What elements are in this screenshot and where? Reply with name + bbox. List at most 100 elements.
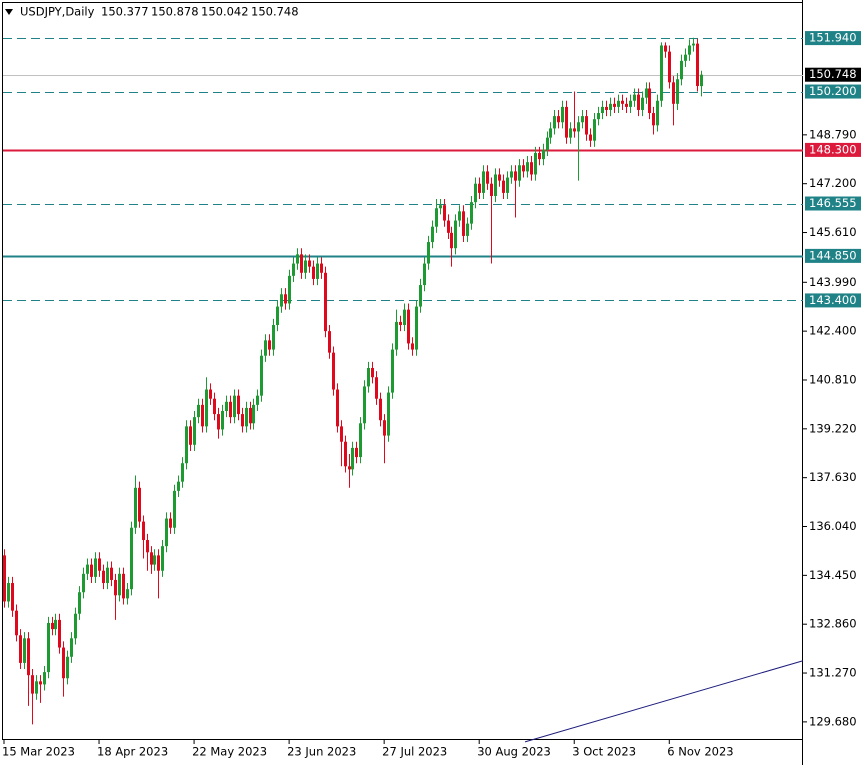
- candle-body: [94, 558, 97, 577]
- candle-body: [3, 555, 6, 602]
- candle-body: [205, 389, 208, 427]
- candle-body: [142, 521, 145, 541]
- x-tick-label: 23 Jun 2023: [287, 745, 356, 759]
- candle-body: [153, 555, 156, 565]
- candle-body: [126, 589, 129, 599]
- candle-body: [514, 171, 517, 181]
- candle-body: [118, 573, 121, 596]
- candle-body: [284, 294, 287, 304]
- candle-body: [328, 331, 331, 353]
- y-tick-label: 129.680: [809, 714, 857, 728]
- candle-body: [296, 254, 299, 264]
- y-tick-label: 134.450: [809, 568, 857, 582]
- candle-body: [106, 567, 109, 584]
- candle-body: [375, 377, 378, 399]
- candle-body: [35, 681, 38, 694]
- candle-body: [336, 389, 339, 427]
- candle-body: [272, 324, 275, 350]
- candle-body: [431, 226, 434, 243]
- candle-body: [39, 681, 42, 685]
- candle-body: [225, 401, 228, 412]
- candle-body: [395, 321, 398, 350]
- candle-body: [340, 426, 343, 442]
- candle-body: [593, 119, 596, 141]
- candle-body: [189, 426, 192, 445]
- candle-body: [458, 211, 461, 221]
- candle-body: [482, 171, 485, 193]
- candle-body: [538, 152, 541, 160]
- candle-body: [122, 573, 125, 599]
- candle-body: [506, 177, 509, 193]
- x-tick-label: 6 Nov 2023: [667, 745, 733, 759]
- y-tick-label: 140.810: [809, 372, 857, 386]
- candle-body: [177, 481, 180, 491]
- candle-body: [530, 162, 533, 175]
- candle-body: [66, 656, 69, 679]
- candle-body: [31, 675, 34, 694]
- candle-body: [264, 340, 267, 356]
- candle-body: [629, 100, 632, 107]
- candle-body: [54, 619, 57, 630]
- candle-body: [589, 134, 592, 141]
- price-label-box: [805, 67, 861, 82]
- candle-body: [415, 306, 418, 350]
- ohlc-close: 150.748: [251, 5, 299, 19]
- candle-body: [348, 466, 351, 470]
- candle-body: [474, 183, 477, 203]
- candle-body: [138, 487, 141, 522]
- candle-body: [252, 404, 255, 424]
- candle-body: [522, 165, 525, 172]
- candle-body: [201, 404, 204, 427]
- candle-body: [403, 309, 406, 325]
- candle-body: [597, 113, 600, 120]
- candle-body: [161, 546, 164, 571]
- candle-body: [478, 183, 481, 193]
- ohlc-low: 150.042: [201, 5, 249, 19]
- candle-body: [363, 386, 366, 424]
- candle-body: [165, 518, 168, 547]
- candle-body: [233, 395, 236, 418]
- candle-body: [660, 45, 663, 101]
- candle-body: [19, 635, 22, 663]
- level-label-box: [805, 196, 861, 211]
- x-tick-label: 18 Apr 2023: [97, 745, 168, 759]
- candle-body: [581, 116, 584, 123]
- candle-body: [648, 88, 651, 114]
- menu-triangle[interactable]: [5, 9, 13, 15]
- candle-body: [411, 343, 414, 350]
- candle-body: [613, 103, 616, 107]
- candle-body: [27, 638, 30, 676]
- candle-body: [534, 152, 537, 175]
- candle-body: [427, 242, 430, 264]
- candle-body: [542, 149, 545, 160]
- candle-body: [621, 100, 624, 104]
- level-label: 150.200: [809, 84, 857, 98]
- candle-body: [518, 165, 521, 181]
- candle-body: [276, 306, 279, 325]
- candle-body: [359, 423, 362, 458]
- ohlc-high: 150.878: [151, 5, 199, 19]
- candle-body: [58, 619, 61, 648]
- level-label-box: [805, 31, 861, 46]
- x-tick-label: 22 May 2023: [192, 745, 267, 759]
- candle-body: [664, 45, 667, 52]
- candle-body: [70, 638, 73, 657]
- candle-body: [609, 103, 612, 110]
- candle-body: [43, 672, 46, 685]
- level-label-box: [805, 248, 861, 263]
- candle-body: [316, 263, 319, 279]
- candle-body: [637, 94, 640, 110]
- y-tick-label: 132.860: [809, 617, 857, 631]
- candle-body: [78, 592, 81, 614]
- y-tick-label: 148.790: [809, 127, 857, 141]
- candle-body: [692, 43, 695, 46]
- candle-body: [23, 638, 26, 663]
- candle-body: [62, 647, 65, 679]
- candle-body: [526, 162, 529, 172]
- candle-body: [450, 232, 453, 249]
- candle-body: [300, 254, 303, 273]
- candle-body: [668, 51, 671, 83]
- candle-body: [553, 116, 556, 129]
- candle-body: [304, 260, 307, 273]
- candle-body: [625, 103, 628, 107]
